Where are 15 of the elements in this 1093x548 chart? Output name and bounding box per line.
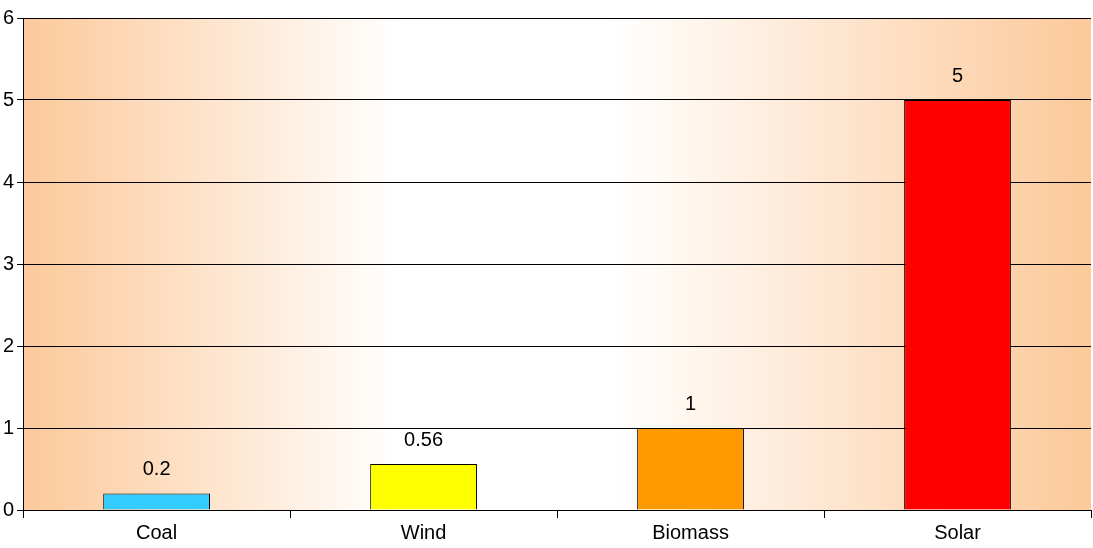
data-label: 1 <box>684 391 697 414</box>
y-tick-label: 1 <box>3 415 15 438</box>
x-tick-label: Biomass <box>652 520 729 543</box>
y-tick-label: 3 <box>3 251 15 274</box>
y-tick-label: 4 <box>3 169 15 192</box>
y-tick-label: 6 <box>3 5 15 28</box>
x-tick-label: Wind <box>400 520 447 543</box>
data-label: 0.56 <box>404 427 444 450</box>
y-tick-label: 0 <box>3 497 15 520</box>
data-label: 0.2 <box>142 457 171 480</box>
x-tick-label: Coal <box>136 520 178 543</box>
y-tick-label: 2 <box>3 333 15 356</box>
x-tick-label: Solar <box>934 520 982 543</box>
y-tick-label: 5 <box>3 87 15 110</box>
data-label: 5 <box>951 63 964 86</box>
